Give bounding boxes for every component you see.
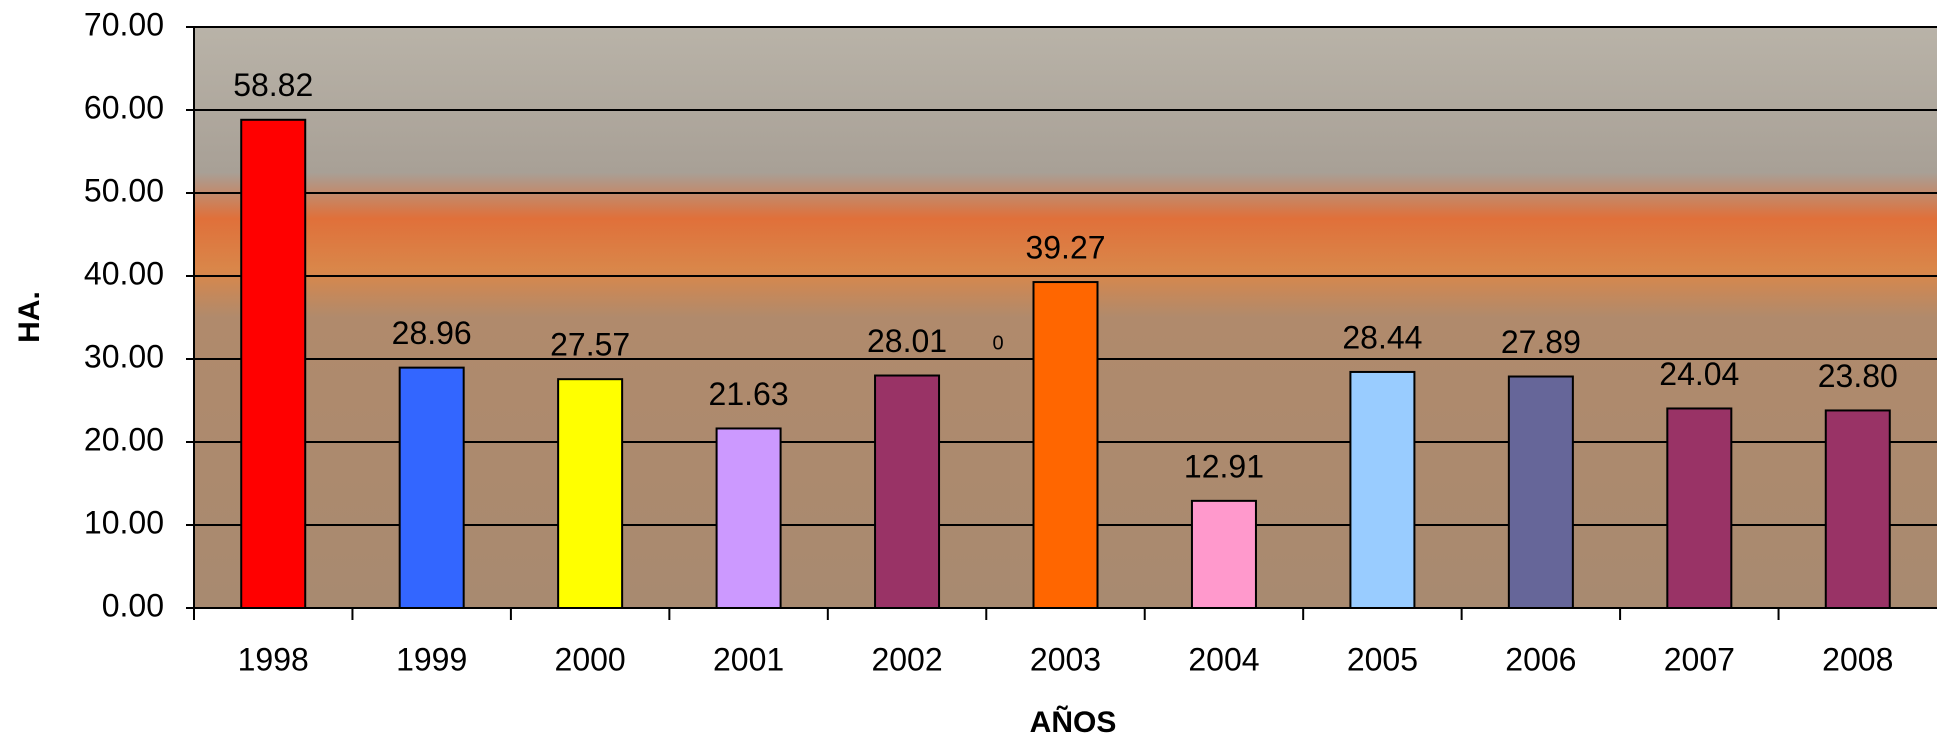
- y-tick-label: 50.00: [84, 172, 164, 208]
- bar: [715, 427, 782, 610]
- bar: [1507, 375, 1574, 609]
- bar: [874, 374, 941, 609]
- y-tick-label: 30.00: [84, 338, 164, 374]
- data-label: 21.63: [709, 376, 789, 412]
- x-tick-label: 2001: [713, 641, 784, 677]
- x-tick-label: 2006: [1505, 641, 1576, 677]
- x-tick-label: 2000: [555, 641, 626, 677]
- bar: [557, 378, 624, 609]
- y-tick-label: 60.00: [84, 89, 164, 125]
- x-tick-label: 1999: [396, 641, 467, 677]
- x-tick-label: 1998: [238, 641, 309, 677]
- x-tick-label: 2003: [1030, 641, 1101, 677]
- bar: [1190, 499, 1257, 609]
- y-tick-label: 40.00: [84, 255, 164, 291]
- bar: [398, 366, 465, 609]
- x-tick-label: 2004: [1188, 641, 1259, 677]
- bar: [1032, 281, 1099, 609]
- y-tick-label: 20.00: [84, 421, 164, 457]
- y-tick-label: 0.00: [102, 587, 164, 623]
- x-tick-label: 2005: [1347, 641, 1418, 677]
- data-label: 27.57: [550, 327, 630, 363]
- y-tick-label: 10.00: [84, 504, 164, 540]
- data-label: 23.80: [1818, 358, 1898, 394]
- data-label: 39.27: [1025, 230, 1105, 266]
- data-label: 28.01: [867, 323, 947, 359]
- data-label: 28.96: [392, 315, 472, 351]
- data-label: 28.44: [1342, 319, 1422, 355]
- bar: [240, 118, 307, 609]
- y-axis-title: HA.: [13, 291, 46, 343]
- annotation: 0: [992, 332, 1003, 354]
- y-tick-label: 70.00: [84, 6, 164, 42]
- data-label: 58.82: [233, 67, 313, 103]
- x-axis-title: AÑOS: [1030, 705, 1117, 739]
- data-label: 12.91: [1184, 448, 1264, 484]
- x-tick-label: 2002: [871, 641, 942, 677]
- bar: [1666, 407, 1733, 609]
- bar: [1349, 370, 1416, 609]
- data-label: 27.89: [1501, 324, 1581, 360]
- x-tick-label: 2008: [1822, 641, 1893, 677]
- bar: [1824, 409, 1891, 609]
- x-tick-label: 2007: [1664, 641, 1735, 677]
- data-label: 24.04: [1659, 356, 1739, 392]
